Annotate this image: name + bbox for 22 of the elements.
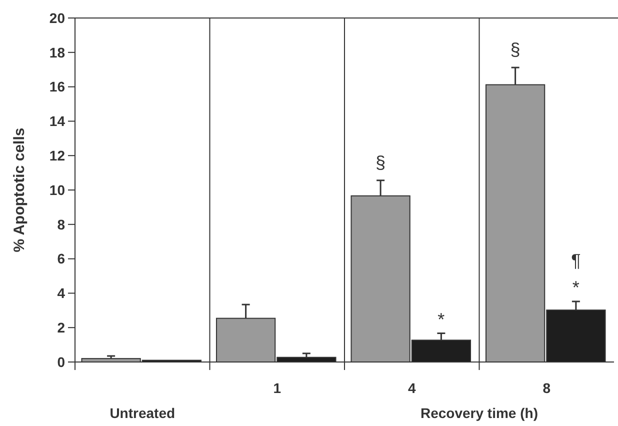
- y-tick-label: 8: [57, 216, 66, 232]
- y-axis-title: % Apoptotic cells: [11, 128, 28, 252]
- y-tick-label: 14: [49, 113, 66, 130]
- annotation: *: [572, 277, 580, 298]
- annotation: §: [510, 40, 520, 60]
- y-tick-label: 0: [57, 354, 66, 370]
- annotation: ¶: [571, 250, 581, 270]
- y-tick-label: 18: [49, 44, 66, 60]
- x-axis-title: Recovery time (h): [420, 405, 538, 421]
- y-tick-label: 2: [57, 320, 66, 336]
- text: Untreated: [110, 405, 176, 421]
- annotation: *: [438, 309, 445, 330]
- y-tick-label: 10: [49, 182, 66, 198]
- x-tick-label: 1: [273, 380, 282, 396]
- x-tick-label: 4: [408, 380, 416, 396]
- y-tick-label: 6: [57, 250, 66, 267]
- y-tick-label: 12: [49, 148, 66, 164]
- y-tick-label: 4: [57, 285, 66, 302]
- y-tick-label: 16: [49, 78, 66, 95]
- annotation: §: [376, 152, 386, 172]
- y-tick-label: 20: [49, 10, 66, 26]
- x-tick-label: 8: [542, 380, 551, 396]
